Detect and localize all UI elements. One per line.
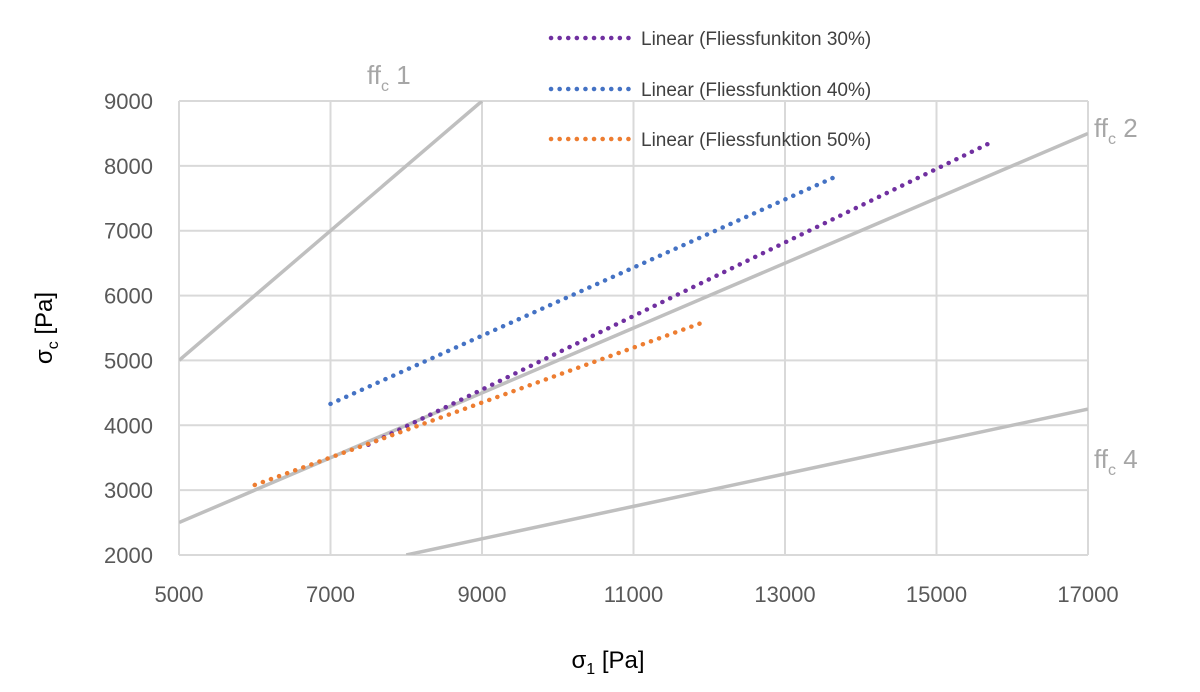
- y-axis-title: σc [Pa]: [31, 292, 62, 364]
- y-tick-label: 4000: [104, 413, 153, 438]
- y-tick-label: 7000: [104, 219, 153, 244]
- series-line: [328, 173, 841, 407]
- y-tick-label: 3000: [104, 478, 153, 503]
- x-tick-label: 11000: [604, 582, 664, 607]
- y-tick-label: 8000: [104, 154, 153, 179]
- series-line: [252, 319, 708, 488]
- y-tick-label: 5000: [104, 348, 153, 373]
- legend-label: Linear (Fliessfunkiton 30%): [641, 29, 871, 50]
- reference-lines: [179, 101, 1088, 555]
- ffc-reference-line: [179, 131, 1088, 525]
- x-tick-label: 17000: [1057, 582, 1118, 607]
- ffc-reference-line: [405, 407, 1088, 555]
- ffc-reference-label: ffc 4: [1094, 444, 1138, 479]
- y-tick-label: 9000: [104, 89, 153, 114]
- legend-label: Linear (Fliessfunktion 50%): [641, 130, 871, 151]
- x-tick-label: 9000: [458, 582, 507, 607]
- legend: Linear (Fliessfunkiton 30%) Linear (Flies…: [548, 29, 871, 151]
- grid: [178, 100, 1089, 556]
- x-axis-title: σ1 [Pa]: [571, 647, 644, 678]
- ffc-reference-label: ffc 1: [367, 60, 411, 95]
- y-tick-labels: 2000 3000 4000 5000 6000 7000 8000 9000: [104, 89, 153, 568]
- reference-labels: ffc 1 ffc 2 ffc 4: [367, 60, 1138, 479]
- x-tick-labels: 5000 7000 9000 11000 13000 15000 17000: [155, 582, 1119, 607]
- x-tick-label: 15000: [906, 582, 967, 607]
- ffc-reference-label: ffc 2: [1094, 113, 1138, 148]
- x-tick-label: 7000: [306, 582, 355, 607]
- y-tick-label: 6000: [104, 284, 153, 309]
- x-tick-label: 13000: [754, 582, 815, 607]
- series-lines: [252, 140, 992, 488]
- series-line: [366, 140, 992, 447]
- y-tick-label: 2000: [104, 543, 153, 568]
- legend-label: Linear (Fliessfunktion 40%): [641, 80, 871, 101]
- x-tick-label: 5000: [155, 582, 204, 607]
- ffc-reference-line: [179, 101, 484, 362]
